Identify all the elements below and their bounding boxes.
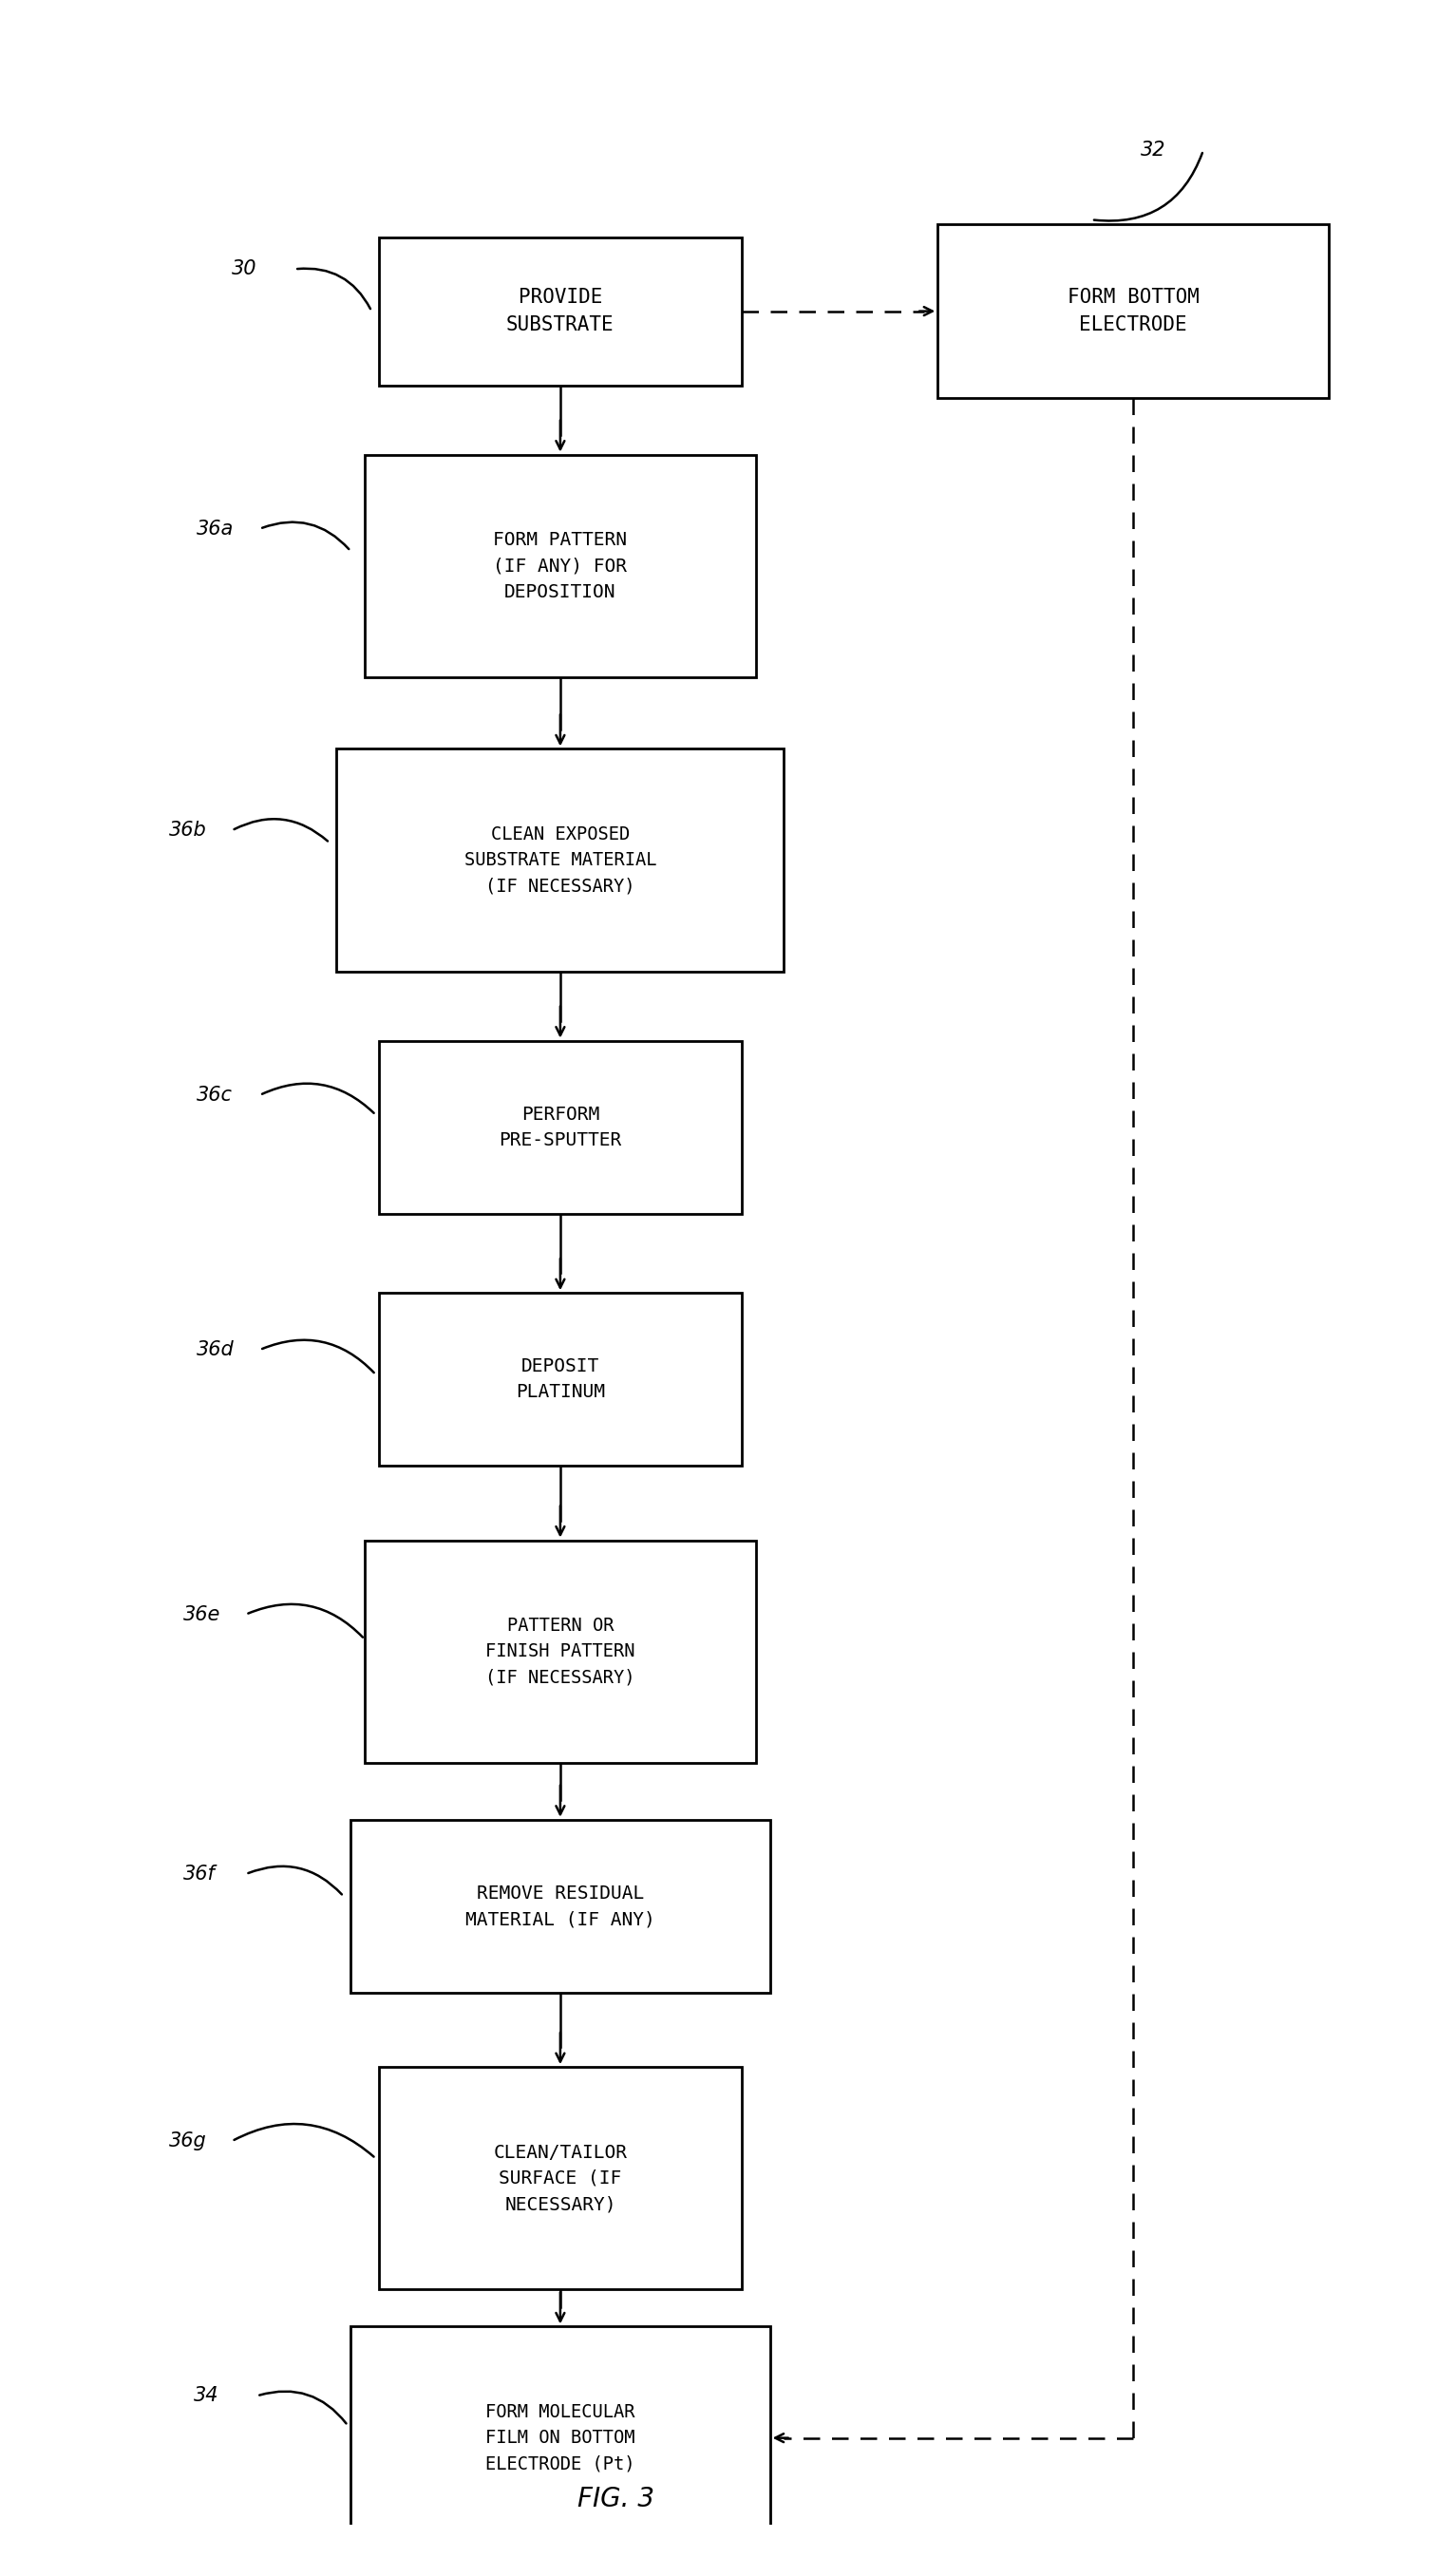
Bar [351,2326,770,2550]
Bar [351,1819,770,1994]
Text: 30: 30 [232,260,256,278]
Bar [379,1041,743,1213]
Text: 36d: 36d [197,1340,234,1360]
Bar [364,1540,756,1762]
Text: CLEAN/TAILOR
SURFACE (IF
NECESSARY): CLEAN/TAILOR SURFACE (IF NECESSARY) [494,2143,628,2213]
Text: 36f: 36f [183,1865,215,1883]
Text: PATTERN OR
FINISH PATTERN
(IF NECESSARY): PATTERN OR FINISH PATTERN (IF NECESSARY) [485,1618,635,1687]
Text: PERFORM
PRE-SPUTTER: PERFORM PRE-SPUTTER [499,1105,622,1149]
Text: 36c: 36c [197,1084,233,1105]
Text: 36e: 36e [183,1605,220,1623]
Text: 36a: 36a [197,520,234,538]
Text: FORM PATTERN
(IF ANY) FOR
DEPOSITION: FORM PATTERN (IF ANY) FOR DEPOSITION [494,531,628,600]
Text: CLEAN EXPOSED
SUBSTRATE MATERIAL
(IF NECESSARY): CLEAN EXPOSED SUBSTRATE MATERIAL (IF NEC… [464,824,657,894]
Bar [379,2066,743,2290]
Text: 36b: 36b [169,822,207,840]
Text: PROVIDE
SUBSTRATE: PROVIDE SUBSTRATE [507,289,614,335]
Bar [938,224,1329,397]
Bar [336,750,783,971]
Bar [379,1293,743,1466]
Text: REMOVE RESIDUAL
MATERIAL (IF ANY): REMOVE RESIDUAL MATERIAL (IF ANY) [466,1883,655,1929]
Text: FIG. 3: FIG. 3 [578,2486,655,2512]
Text: 36g: 36g [169,2133,207,2151]
Text: FORM BOTTOM
ELECTRODE: FORM BOTTOM ELECTRODE [1067,289,1200,335]
Text: DEPOSIT
PLATINUM: DEPOSIT PLATINUM [515,1358,604,1401]
Text: 32: 32 [1140,142,1165,160]
Text: FORM MOLECULAR
FILM ON BOTTOM
ELECTRODE (Pt): FORM MOLECULAR FILM ON BOTTOM ELECTRODE … [485,2403,635,2473]
Bar [364,453,756,677]
Text: 34: 34 [194,2385,220,2406]
Bar [379,237,743,386]
